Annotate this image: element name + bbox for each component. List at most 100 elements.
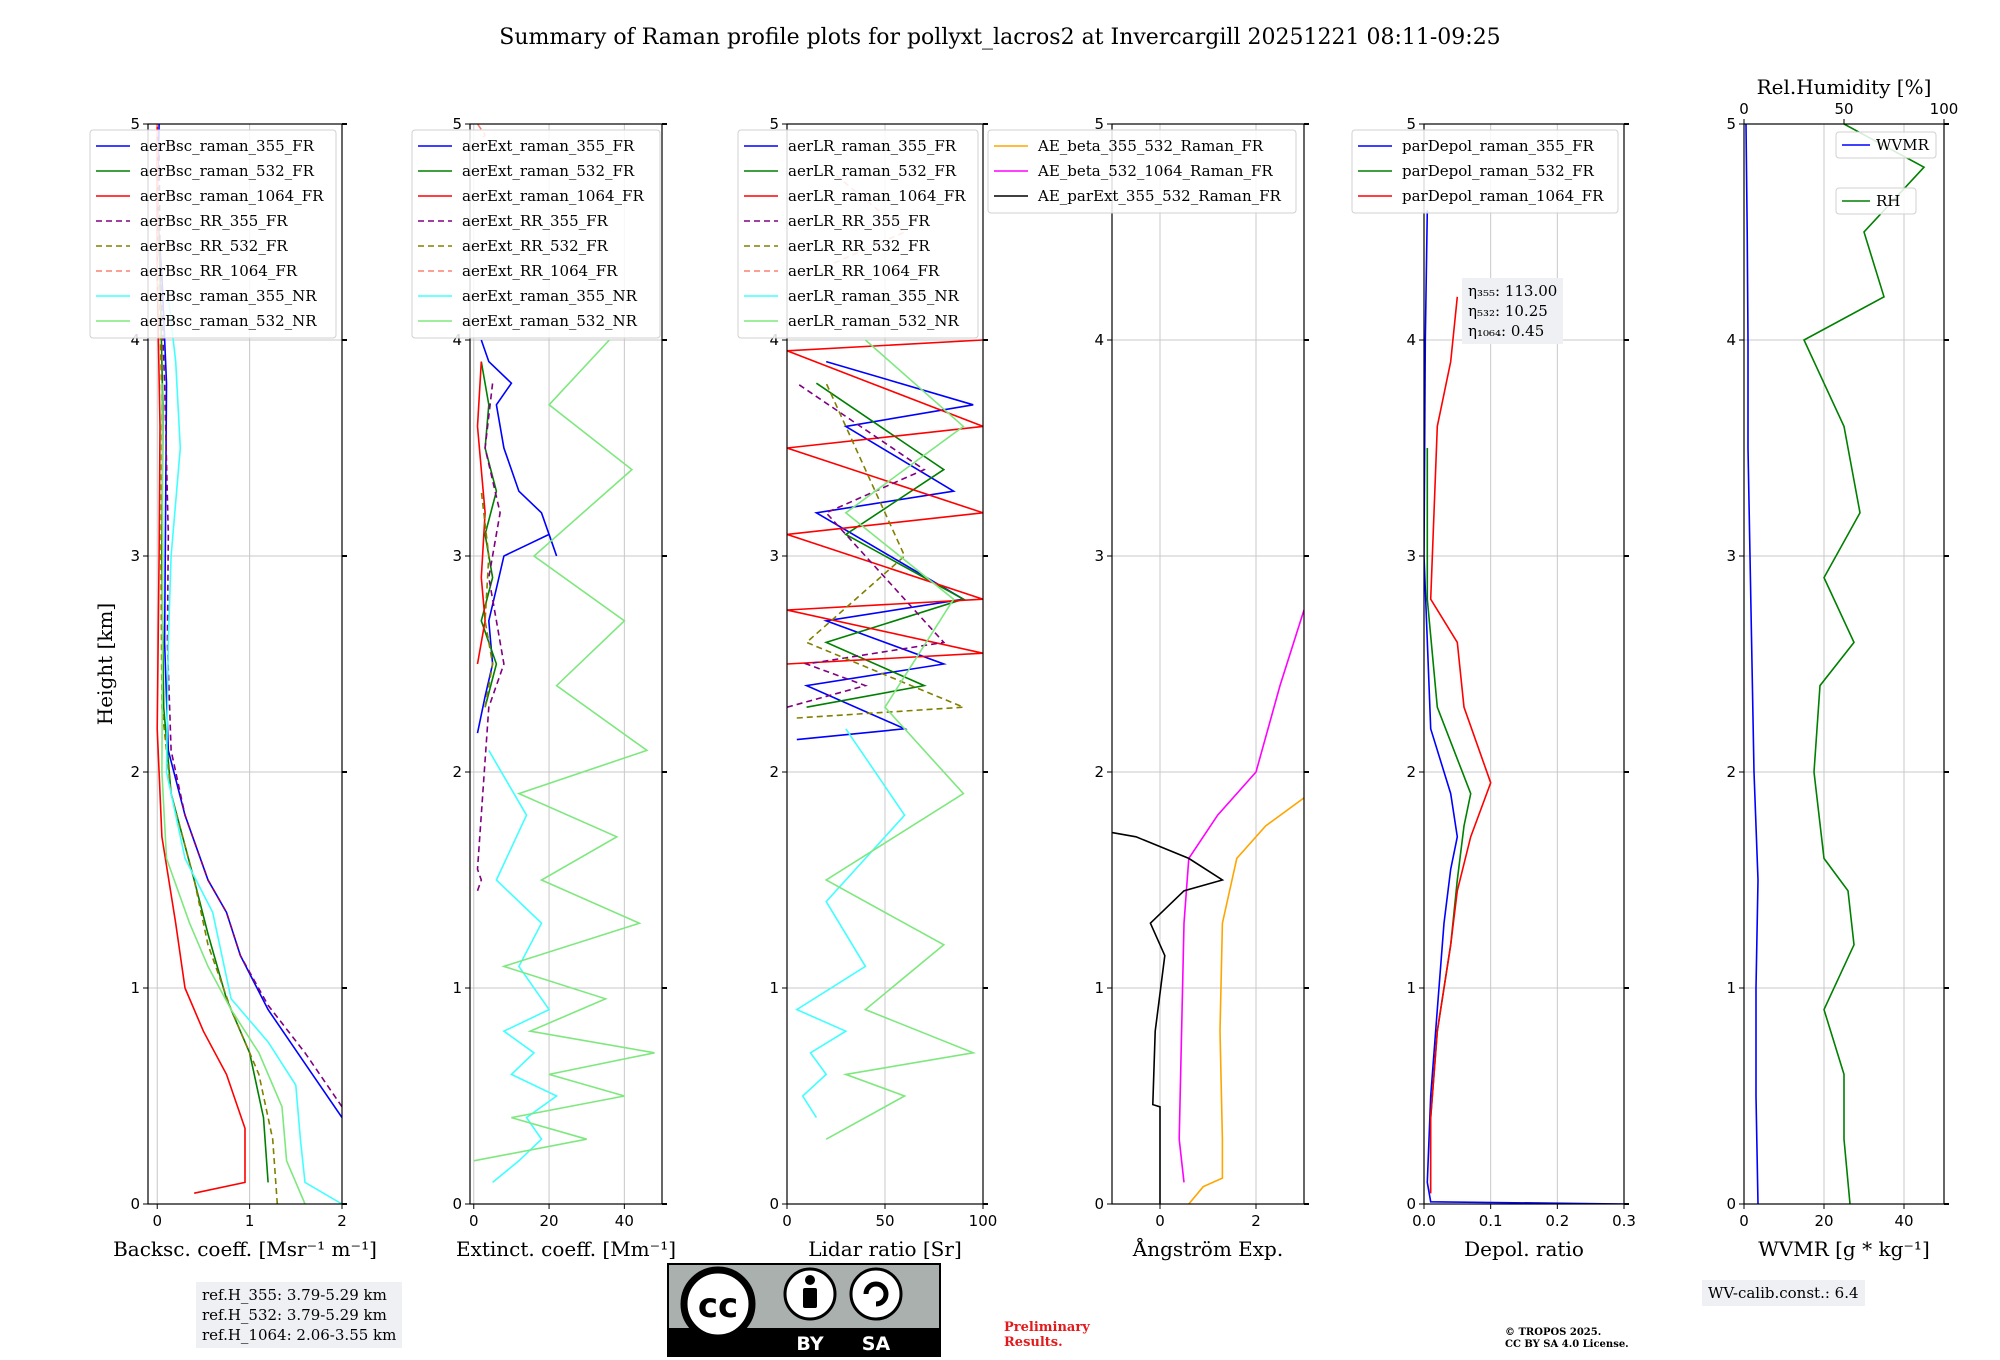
legend-wvmr: WVMR bbox=[1835, 131, 1937, 159]
x-tick-label: 0.0 bbox=[1412, 1212, 1436, 1230]
series-line-aerBsc_raman_355_NR bbox=[165, 296, 342, 1204]
legend-label: aerExt_RR_1064_FR bbox=[462, 262, 618, 280]
y-tick-label: 1 bbox=[769, 979, 779, 997]
y-tick-label: 5 bbox=[1726, 115, 1736, 133]
legend-label: aerExt_raman_532_FR bbox=[462, 162, 635, 180]
axes-frame bbox=[1111, 123, 1305, 1205]
series-line-AE_beta_355_532_Raman_FR bbox=[1188, 797, 1304, 1204]
cc-text: cc bbox=[698, 1286, 738, 1326]
legend-label: AE_parExt_355_532_Raman_FR bbox=[1037, 187, 1282, 205]
x-tick-label: 2 bbox=[337, 1212, 347, 1230]
y-tick-label: 1 bbox=[1726, 979, 1736, 997]
legend-label: RH bbox=[1876, 192, 1900, 210]
y-tick-label: 5 bbox=[769, 115, 779, 133]
y-tick-label: 2 bbox=[1094, 763, 1104, 781]
y-tick-label: 4 bbox=[769, 331, 779, 349]
x-tick-label: 0 bbox=[1155, 1212, 1165, 1230]
series-line-aerLR_raman_1064_FR bbox=[787, 339, 983, 665]
series-line-aerLR_raman_532_NR bbox=[824, 339, 977, 1140]
series-line-aerLR_RR_355_FR bbox=[787, 382, 946, 708]
legend-label: aerLR_raman_355_NR bbox=[788, 287, 959, 305]
series-line-aerExt_raman_532_NR bbox=[473, 339, 655, 1162]
axes-frame bbox=[147, 123, 343, 1205]
x-tick-label: 1 bbox=[245, 1212, 255, 1230]
preliminary-line-1: Preliminary bbox=[1004, 1320, 1090, 1335]
legend-bsc: aerBsc_raman_355_FR aerBsc_raman_532_FRae… bbox=[89, 129, 337, 339]
x-tick-label: 0 bbox=[1739, 1212, 1749, 1230]
series-line-AE_parExt_355_532_Raman_FR bbox=[1112, 831, 1225, 1204]
series-group bbox=[1424, 210, 1624, 1204]
axes-frame bbox=[786, 123, 984, 1205]
series-line-aerBsc_raman_532_NR bbox=[161, 383, 306, 1204]
y-tick-label: 1 bbox=[130, 979, 140, 997]
legend-label: aerLR_raman_532_NR bbox=[788, 312, 959, 330]
legend-label: aerLR_raman_1064_FR bbox=[788, 187, 966, 205]
top-tick-label: 0 bbox=[1739, 100, 1749, 118]
y-tick-label: 5 bbox=[1094, 115, 1104, 133]
y-axis-label: Height [km] bbox=[93, 603, 117, 725]
series-line-aerBsc_raman_1064_FR bbox=[156, 124, 246, 1194]
y-tick-label: 4 bbox=[130, 331, 140, 349]
legend-label: aerBsc_raman_532_FR bbox=[140, 162, 315, 180]
series-group bbox=[1745, 124, 1926, 1204]
legend-lr: aerLR_raman_355_FR aerLR_raman_532_FR aerL… bbox=[737, 129, 979, 339]
series-line-aerExt_raman_532_FR bbox=[480, 361, 498, 708]
series-group bbox=[1112, 609, 1304, 1204]
series-line-aerLR_raman_532_FR bbox=[806, 382, 966, 708]
legend-label: aerBsc_raman_1064_FR bbox=[140, 187, 324, 205]
preliminary-line-2: Results. bbox=[1004, 1335, 1063, 1350]
legend-label: AE_beta_355_532_Raman_FR bbox=[1037, 137, 1264, 155]
figure-title: Summary of Raman profile plots for polly… bbox=[499, 25, 1500, 50]
x-axis-label: Ångström Exp. bbox=[1132, 1236, 1283, 1261]
series-line-parDepol_raman_1064_FR bbox=[1429, 296, 1492, 1194]
legend-label: aerExt_raman_355_FR bbox=[462, 137, 635, 155]
sa-label: SA bbox=[862, 1333, 891, 1355]
x-tick-label: 0 bbox=[782, 1212, 792, 1230]
y-tick-label: 3 bbox=[769, 547, 779, 565]
x-axis-label: WVMR [g * kg⁻¹] bbox=[1758, 1237, 1930, 1261]
ref-355: ref.H_355: 3.79-5.29 km bbox=[202, 1286, 387, 1304]
series-line-aerExt_RR_532_FR bbox=[480, 491, 494, 708]
y-tick-label: 2 bbox=[1726, 763, 1736, 781]
y-tick-label: 2 bbox=[769, 763, 779, 781]
x-tick-label: 0.1 bbox=[1479, 1212, 1503, 1230]
series-line-aerBsc_RR_532_FR bbox=[158, 275, 279, 1204]
eta-355: η₃₅₅: 113.00 bbox=[1468, 282, 1558, 300]
x-tick-label: 0.3 bbox=[1612, 1212, 1636, 1230]
series-line-aerExt_RR_355_FR bbox=[476, 383, 505, 892]
legend-depol: parDepol_raman_355_FR parDepol_raman_532_… bbox=[1351, 129, 1619, 214]
legend-label: aerExt_RR_355_FR bbox=[462, 212, 609, 230]
y-tick-label: 4 bbox=[1094, 331, 1104, 349]
series-line-aerExt_raman_355_NR bbox=[488, 749, 559, 1184]
y-tick-label: 5 bbox=[130, 115, 140, 133]
series-line-aerLR_raman_355_NR bbox=[795, 728, 906, 1119]
legend-label: parDepol_raman_355_FR bbox=[1402, 137, 1595, 155]
series-line-RH bbox=[1802, 124, 1926, 1204]
legend-label: aerBsc_RR_1064_FR bbox=[140, 262, 298, 280]
cc-by-sa-badge: cc BY SA bbox=[667, 1263, 941, 1357]
copyright-line-1: © TROPOS 2025. bbox=[1505, 1327, 1602, 1338]
cc-icon bbox=[680, 1266, 756, 1342]
y-tick-label: 3 bbox=[1406, 547, 1416, 565]
wv-calib-box: WV-calib.const.: 6.4 bbox=[1702, 1280, 1865, 1306]
y-tick-label: 0 bbox=[1726, 1195, 1736, 1213]
x-tick-label: 40 bbox=[615, 1212, 634, 1230]
y-tick-label: 0 bbox=[769, 1195, 779, 1213]
axes-frame bbox=[469, 123, 663, 1205]
series-line-aerExt_raman_355_FR bbox=[476, 339, 558, 734]
x-tick-label: 0 bbox=[469, 1212, 479, 1230]
x-axis-label: Extinct. coeff. [Mm⁻¹] bbox=[456, 1237, 676, 1261]
legend-label: aerLR_RR_532_FR bbox=[788, 237, 930, 255]
legend-label: aerBsc_raman_532_NR bbox=[140, 312, 317, 330]
legend-label: aerBsc_RR_532_FR bbox=[140, 237, 288, 255]
series-group bbox=[787, 166, 983, 1140]
panel-ext: 0 20 40 0 1 2 3 4 5 Extinct. coeff. [Mm⁻¹] aerExt_… bbox=[411, 115, 676, 1261]
y-tick-label: 5 bbox=[452, 115, 462, 133]
ref-height-box: ref.H_355: 3.79-5.29 km ref.H_532: 3.79-… bbox=[196, 1282, 403, 1348]
y-tick-label: 1 bbox=[1406, 979, 1416, 997]
legend-label: aerLR_raman_355_FR bbox=[788, 137, 957, 155]
panel-bsc: 0 1 2 0 1 2 3 4 5 Backsc. coeff. [Msr⁻¹ m⁻¹] aerBs… bbox=[89, 115, 377, 1261]
x-axis-label: Lidar ratio [Sr] bbox=[808, 1237, 962, 1261]
